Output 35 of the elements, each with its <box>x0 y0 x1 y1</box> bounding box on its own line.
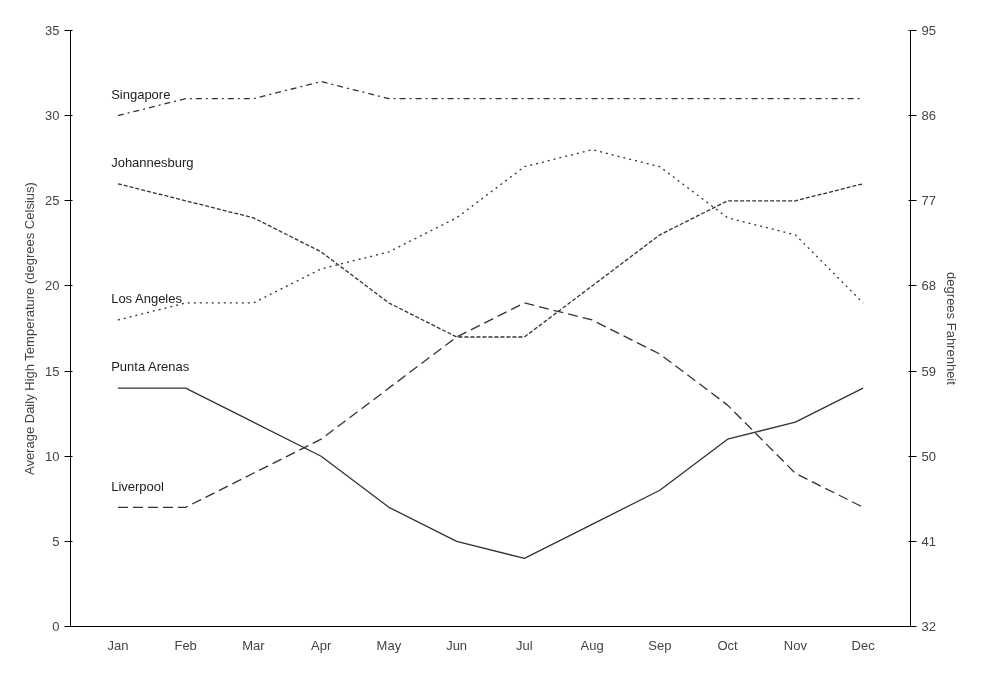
x-tick-label: Dec <box>851 637 876 653</box>
series-label: Singapore <box>111 87 171 103</box>
y2-tick-label: 77 <box>921 193 936 209</box>
y2-tick-label: 95 <box>921 23 936 38</box>
x-tick-label: Aug <box>580 637 604 653</box>
x-tick-label: May <box>376 637 402 653</box>
x-tick-label: Jan <box>107 637 129 653</box>
y2-tick-label: 32 <box>921 619 936 634</box>
y-tick-label: 0 <box>52 619 60 634</box>
y2-tick-label: 59 <box>921 363 936 379</box>
y-tick-label: 30 <box>45 108 60 124</box>
series-label: Los Angeles <box>111 291 183 307</box>
series-label: Liverpool <box>111 478 165 494</box>
y-tick-label: 15 <box>45 363 60 379</box>
x-tick-label: Mar <box>242 637 266 653</box>
x-tick-label: Sep <box>648 637 672 653</box>
y2-tick-label: 50 <box>921 448 936 464</box>
x-tick-label: Oct <box>717 637 739 653</box>
x-tick-label: Jul <box>516 637 533 653</box>
y2-tick-label: 41 <box>921 533 936 549</box>
y-tick-label: 35 <box>45 23 60 38</box>
y-tick-label: 10 <box>45 448 60 464</box>
x-tick-label: Feb <box>174 637 197 653</box>
series-label: Punta Arenas <box>111 359 190 375</box>
y-tick-label: 25 <box>45 193 60 209</box>
y-tick-label: 20 <box>45 278 60 294</box>
series-label: Johannesburg <box>111 155 194 171</box>
y2-axis-title: degrees Fahrenheit <box>943 272 959 386</box>
y-axis-title: Average Daily High Temperature (degrees Celsius) <box>22 182 38 476</box>
y2-tick-label: 86 <box>921 108 936 124</box>
x-tick-label: Apr <box>311 637 332 653</box>
y2-tick-label: 68 <box>921 278 936 294</box>
y-tick-label: 5 <box>52 533 60 549</box>
x-tick-label: Nov <box>783 637 808 653</box>
x-tick-label: Jun <box>446 637 468 653</box>
